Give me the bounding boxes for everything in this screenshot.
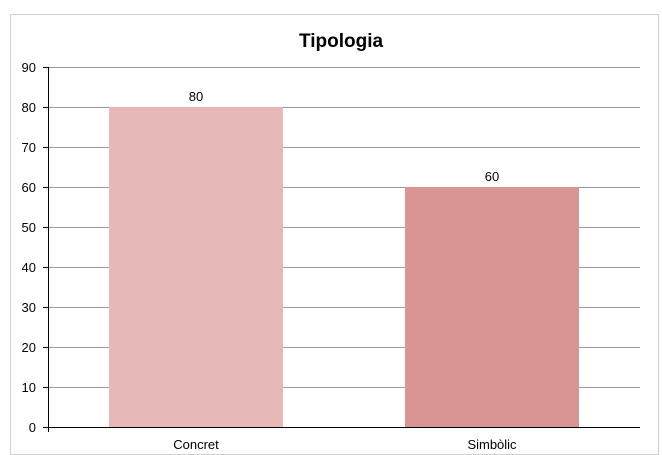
y-tick-label: 10 bbox=[22, 380, 36, 395]
y-tick-label: 0 bbox=[29, 420, 36, 435]
chart-title: Tipologia bbox=[299, 31, 384, 52]
data-label: 60 bbox=[485, 169, 499, 184]
data-label: 80 bbox=[189, 89, 203, 104]
x-category-label: Simbòlic bbox=[467, 437, 517, 452]
y-tick-label: 60 bbox=[22, 180, 36, 195]
y-tick-label: 20 bbox=[22, 340, 36, 355]
axes bbox=[43, 67, 640, 432]
y-tick-label: 40 bbox=[22, 260, 36, 275]
bar-simbòlic bbox=[405, 187, 579, 427]
labels: 0 10 20 30 40 50 60 70 80 90 80 Concret 60 Simbòlic bbox=[22, 60, 518, 452]
y-tick-label: 80 bbox=[22, 100, 36, 115]
x-category-label: Concret bbox=[173, 437, 219, 452]
y-tick-label: 50 bbox=[22, 220, 36, 235]
bars bbox=[109, 107, 579, 427]
y-tick-label: 90 bbox=[22, 60, 36, 75]
y-tick-label: 70 bbox=[22, 140, 36, 155]
y-tick-label: 30 bbox=[22, 300, 36, 315]
bar-concret bbox=[109, 107, 283, 427]
